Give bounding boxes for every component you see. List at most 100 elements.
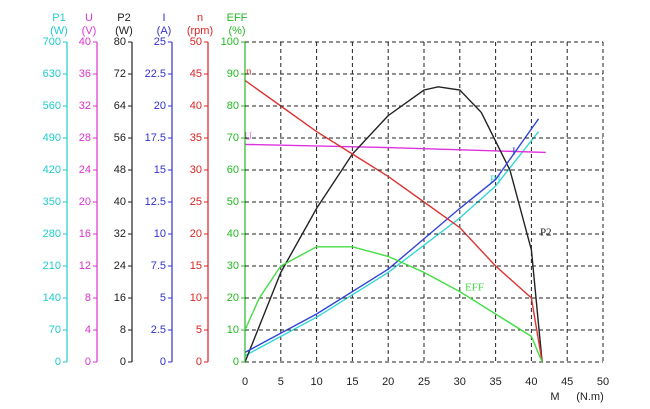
- y-tick-label: 0: [85, 356, 91, 368]
- y-tick-label: 12.5: [145, 196, 166, 208]
- x-axis-unit: (N.m): [576, 391, 604, 403]
- y-tick-label: 10: [190, 292, 202, 304]
- y-tick-label: 30: [227, 260, 239, 272]
- curve: [244, 118, 540, 354]
- axis-unit: (W): [50, 25, 68, 37]
- y-tick-label: 4: [85, 324, 91, 336]
- y-tick-label: 490: [43, 132, 61, 144]
- y-tick-label: 15: [190, 260, 202, 272]
- y-tick-label: 45: [190, 68, 202, 80]
- axis-title: P2: [117, 12, 130, 24]
- curve-label: EFF: [465, 282, 484, 294]
- x-tick-label: 40: [525, 376, 537, 388]
- y-tick-label: 5: [196, 324, 202, 336]
- y-tick-label: 80: [114, 36, 126, 48]
- axis-unit: (A): [157, 25, 172, 37]
- axis-title: U: [85, 12, 93, 24]
- axis-unit: (rpm): [187, 25, 213, 37]
- y-tick-label: 60: [227, 164, 239, 176]
- x-tick-label: 15: [346, 376, 358, 388]
- curve-label: P2: [540, 227, 552, 239]
- y-tick-label: 50: [227, 196, 239, 208]
- y-tick-label: 630: [43, 68, 61, 80]
- y-tick-label: 40: [114, 196, 126, 208]
- y-tick-label: 22.5: [145, 68, 166, 80]
- y-tick-label: 20: [190, 228, 202, 240]
- y-tick-label: 32: [114, 228, 126, 240]
- x-tick-label: 50: [597, 376, 609, 388]
- y-tick-label: 40: [227, 228, 239, 240]
- x-axis-label: M: [550, 391, 559, 403]
- curve: [244, 79, 543, 363]
- axis-title: P1: [52, 12, 65, 24]
- y-tick-label: 24: [79, 164, 91, 176]
- y-tick-label: 64: [114, 100, 126, 112]
- curve: [244, 86, 543, 363]
- x-tick-label: 25: [418, 376, 430, 388]
- y-tick-label: 20: [154, 100, 166, 112]
- y-tick-label: 35: [190, 132, 202, 144]
- y-tick-label: 30: [190, 164, 202, 176]
- y-tick-label: 70: [227, 132, 239, 144]
- x-tick-label: 5: [278, 376, 284, 388]
- x-tick-label: 30: [454, 376, 466, 388]
- y-tick-label: 700: [43, 36, 61, 48]
- y-tick-label: 36: [79, 68, 91, 80]
- y-tick-label: 350: [43, 196, 61, 208]
- curve: [244, 131, 540, 357]
- y-tick-label: 70: [49, 324, 61, 336]
- x-tick-label: 0: [242, 376, 248, 388]
- y-tick-label: 2.5: [151, 324, 166, 336]
- y-tick-label: 7.5: [151, 260, 166, 272]
- x-tick-label: 45: [561, 376, 573, 388]
- y-tick-label: 50: [190, 36, 202, 48]
- y-tick-label: 280: [43, 228, 61, 240]
- y-tick-label: 8: [120, 324, 126, 336]
- y-tick-label: 17.5: [145, 132, 166, 144]
- x-tick-label: 10: [310, 376, 322, 388]
- y-tick-label: 0: [120, 356, 126, 368]
- curve: [244, 246, 543, 363]
- axis-unit: (V): [82, 25, 97, 37]
- y-tick-label: 8: [85, 292, 91, 304]
- y-tick-label: 25: [154, 36, 166, 48]
- curve-label: n: [246, 66, 252, 78]
- y-tick-label: 16: [79, 228, 91, 240]
- y-tick-label: 10: [154, 228, 166, 240]
- y-tick-label: 40: [79, 36, 91, 48]
- y-tick-label: 0: [233, 356, 239, 368]
- x-tick-label: 35: [489, 376, 501, 388]
- y-tick-label: 15: [154, 164, 166, 176]
- y-tick-label: 560: [43, 100, 61, 112]
- y-tick-label: 25: [190, 196, 202, 208]
- y-tick-label: 56: [114, 132, 126, 144]
- y-tick-label: 420: [43, 164, 61, 176]
- axis-unit: (W): [115, 25, 133, 37]
- y-tick-label: 0: [55, 356, 61, 368]
- axis-title: n: [197, 12, 203, 24]
- y-tick-label: 0: [160, 356, 166, 368]
- y-tick-label: 20: [227, 292, 239, 304]
- y-tick-label: 140: [43, 292, 61, 304]
- y-tick-label: 32: [79, 100, 91, 112]
- y-tick-label: 100: [221, 36, 239, 48]
- y-tick-label: 5: [160, 292, 166, 304]
- axis-unit: (%): [228, 25, 245, 37]
- y-tick-label: 48: [114, 164, 126, 176]
- y-tick-label: 0: [196, 356, 202, 368]
- y-tick-label: 10: [227, 324, 239, 336]
- curve-label: I: [512, 146, 516, 158]
- y-tick-label: 40: [190, 100, 202, 112]
- y-tick-label: 24: [114, 260, 126, 272]
- y-tick-label: 210: [43, 260, 61, 272]
- curve-label: U: [244, 131, 252, 143]
- y-tick-label: 28: [79, 132, 91, 144]
- y-tick-label: 12: [79, 260, 91, 272]
- y-tick-label: 80: [227, 100, 239, 112]
- y-tick-label: 16: [114, 292, 126, 304]
- axis-title: EFF: [227, 12, 248, 24]
- axis-title: I: [162, 12, 165, 24]
- y-tick-label: 72: [114, 68, 126, 80]
- curve: [244, 143, 546, 154]
